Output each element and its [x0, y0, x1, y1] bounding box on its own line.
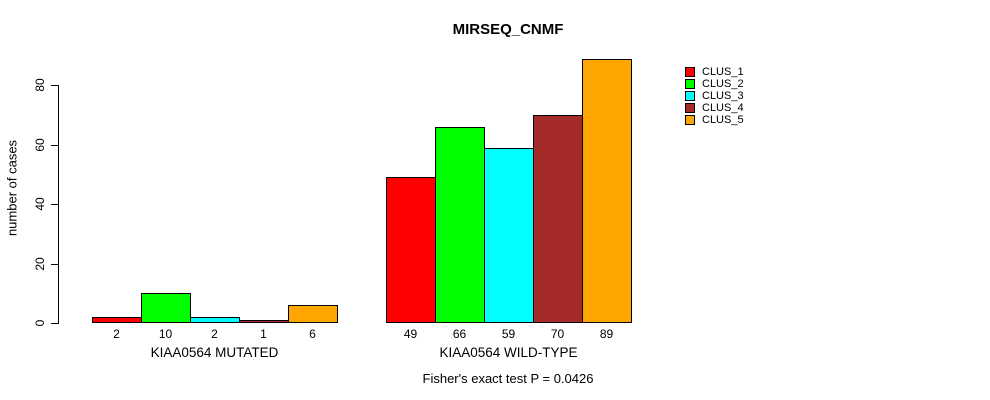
legend-item-clus_3: CLUS_3 [685, 90, 744, 102]
legend-swatch-icon [685, 91, 695, 101]
legend-swatch-icon [685, 67, 695, 77]
y-tick-label: 60 [33, 138, 47, 152]
legend-label: CLUS_5 [702, 114, 744, 126]
group-label: KIAA0564 MUTATED [150, 345, 279, 360]
legend-label: CLUS_3 [702, 90, 744, 102]
legend-swatch-icon [685, 115, 695, 125]
bar-clus_4 [533, 115, 583, 323]
legend-item-clus_5: CLUS_5 [685, 114, 744, 126]
y-tick-label: 80 [33, 78, 47, 92]
legend-label: CLUS_4 [702, 102, 744, 114]
legend-swatch-icon [685, 79, 695, 89]
chart-title: MIRSEQ_CNMF [452, 21, 564, 38]
y-axis-label: number of cases [4, 139, 20, 237]
bar-clus_3 [484, 148, 534, 323]
bar-value-label: 6 [309, 327, 316, 341]
legend-item-clus_2: CLUS_2 [685, 78, 744, 90]
bar-clus_5 [582, 59, 632, 323]
bar-value-label: 1 [260, 327, 267, 341]
group-label: KIAA0564 WILD-TYPE [439, 345, 578, 360]
legend-item-clus_4: CLUS_4 [685, 102, 744, 114]
bar-value-label: 10 [158, 327, 173, 341]
y-tick-label: 40 [33, 197, 47, 211]
legend-item-clus_1: CLUS_1 [685, 66, 744, 78]
bar-value-label: 49 [403, 327, 418, 341]
legend-swatch-icon [685, 103, 695, 113]
footnote-fisher-test: Fisher's exact test P = 0.0426 [422, 371, 594, 386]
y-axis-line [58, 85, 59, 324]
y-tick-mark [51, 204, 58, 205]
bar-value-label: 70 [550, 327, 565, 341]
bar-clus_2 [141, 293, 191, 323]
bar-value-label: 2 [211, 327, 218, 341]
bar-clus_1 [386, 177, 436, 323]
legend-label: CLUS_1 [702, 66, 744, 78]
bar-value-label: 2 [113, 327, 120, 341]
bar-value-label: 66 [452, 327, 467, 341]
y-tick-mark [51, 264, 58, 265]
bar-clus_5 [288, 305, 338, 323]
bar-clus_4 [239, 320, 289, 323]
y-tick-mark [51, 323, 58, 324]
bar-clus_1 [92, 317, 142, 323]
y-tick-mark [51, 145, 58, 146]
y-tick-label: 0 [33, 319, 47, 327]
bar-clus_3 [190, 317, 240, 323]
legend-label: CLUS_2 [702, 78, 744, 90]
bar-clus_2 [435, 127, 485, 323]
y-tick-mark [51, 85, 58, 86]
y-tick-label: 20 [33, 257, 47, 271]
bar-value-label: 89 [599, 327, 614, 341]
bar-value-label: 59 [501, 327, 516, 341]
